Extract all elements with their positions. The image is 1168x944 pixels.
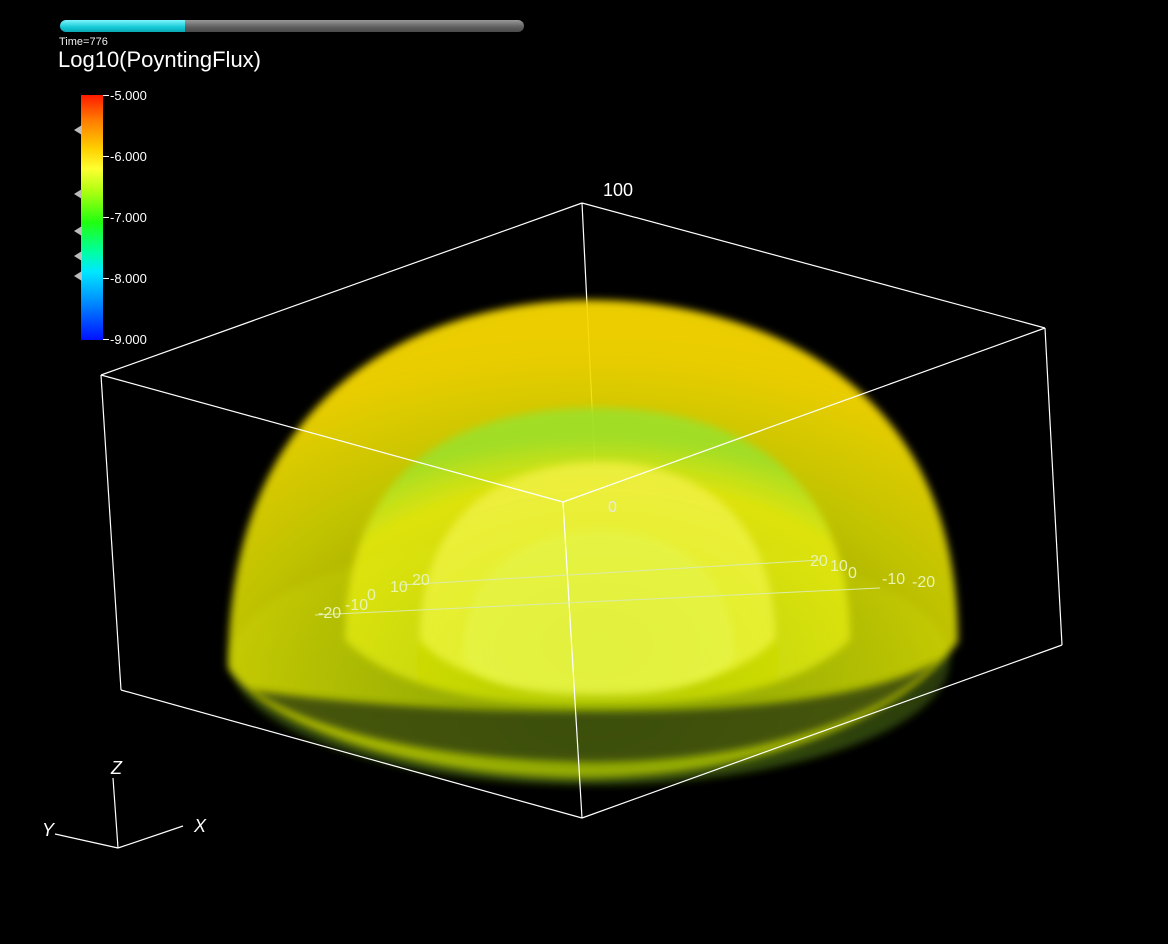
floor-axes	[314, 559, 881, 616]
opacity-control-point[interactable]	[74, 226, 82, 236]
bounding-box-front	[100, 327, 1063, 819]
floor-ticks-left: -20 -10 0 10 20	[318, 572, 430, 622]
colorbar-tick-mark	[103, 156, 109, 157]
floor-tick-label: -20	[318, 605, 341, 622]
colorbar-tick-mark	[103, 278, 109, 279]
box-top-label: 100	[603, 180, 633, 200]
origin-label: 0	[608, 499, 617, 516]
axis-triad	[54, 777, 184, 849]
colorbar-tick-mark	[103, 339, 109, 340]
triad-x-label: X	[193, 816, 207, 836]
colorbar-tick-label: -6.000	[110, 149, 147, 164]
variable-title: Log10(PoyntingFlux)	[58, 47, 262, 72]
floor-ticks-right: 20 10 0 -10 -20	[810, 553, 935, 591]
animation-progress-bar[interactable]	[60, 20, 524, 32]
colorbar-tick-label: -9.000	[110, 332, 147, 347]
colorbar	[81, 95, 103, 340]
colorbar-tick-mark	[103, 95, 109, 96]
floor-tick-label: -10	[882, 571, 905, 588]
colorbar-tick-mark	[103, 217, 109, 218]
floor-tick-label: -20	[912, 574, 935, 591]
dome-floor-shadow	[250, 660, 940, 762]
triad-z-label: Z	[110, 758, 123, 778]
colorbar-tick-label: -8.000	[110, 271, 147, 286]
time-label: Time=776	[59, 36, 108, 48]
opacity-control-point[interactable]	[74, 189, 82, 199]
core-dome-shell	[462, 530, 735, 696]
triad-y-label: Y	[42, 820, 56, 840]
floor-tick-label: 10	[830, 558, 848, 575]
colorbar-tick-label: -5.000	[110, 88, 147, 103]
opacity-control-point[interactable]	[74, 125, 82, 135]
floor-tick-label: 20	[810, 553, 828, 570]
colorbar-tick-label: -7.000	[110, 210, 147, 225]
floor-tick-label: 20	[412, 572, 430, 589]
opacity-control-point[interactable]	[74, 251, 82, 261]
floor-tick-label: 0	[848, 565, 857, 582]
floor-tick-label: 0	[367, 587, 376, 604]
opacity-control-point[interactable]	[74, 271, 82, 281]
floor-tick-label: -10	[345, 597, 368, 614]
animation-progress-fill	[60, 20, 186, 32]
floor-tick-label: 10	[390, 579, 408, 596]
